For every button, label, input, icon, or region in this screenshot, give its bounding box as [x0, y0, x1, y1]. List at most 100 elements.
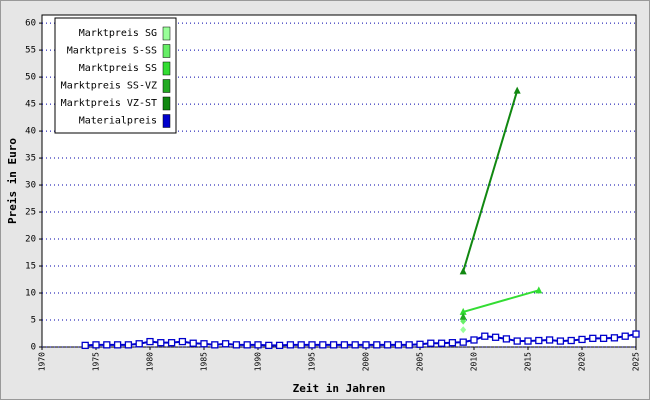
y-tick-label: 60 [25, 19, 36, 29]
data-point [556, 337, 565, 345]
data-point [502, 335, 511, 343]
data-point [578, 335, 586, 344]
data-point [481, 332, 489, 340]
y-axis-title: Preis in Euro [6, 138, 19, 224]
y-tick-label: 35 [25, 154, 36, 164]
data-point [535, 336, 543, 345]
data-point [351, 341, 359, 349]
data-point [394, 341, 403, 349]
data-point [265, 341, 273, 350]
x-tick-label: 2015 [524, 352, 533, 371]
data-point [470, 336, 478, 344]
x-tick-label: 1985 [200, 352, 209, 371]
data-point [254, 341, 262, 349]
x-tick-label: 1980 [146, 352, 155, 371]
data-point [243, 341, 251, 349]
x-tick-label: 1995 [308, 352, 317, 371]
data-point [405, 341, 413, 349]
data-point [459, 338, 467, 346]
x-tick-label: 2005 [416, 352, 425, 371]
data-point [92, 341, 100, 349]
y-tick-label: 55 [25, 46, 36, 56]
legend-swatch [162, 26, 171, 41]
legend-box [54, 17, 177, 134]
legend-label: Marktpreis VZ-ST [61, 98, 157, 109]
data-point [567, 336, 575, 345]
y-tick-label: 5 [31, 316, 36, 326]
y-tick-label: 0 [31, 343, 36, 353]
data-point [189, 339, 197, 347]
data-point [286, 341, 295, 349]
data-point [211, 341, 219, 349]
data-point [599, 334, 608, 343]
data-point [221, 340, 230, 348]
data-point [459, 312, 467, 320]
data-point [124, 341, 133, 349]
data-point [513, 337, 521, 345]
data-point [135, 340, 143, 348]
data-point [524, 337, 532, 345]
y-tick-label: 25 [25, 208, 36, 218]
data-point [157, 339, 165, 347]
data-point [362, 341, 370, 349]
data-point [589, 334, 597, 343]
legend-swatch [162, 96, 171, 111]
x-tick-label: 1975 [92, 352, 101, 371]
data-point [167, 339, 176, 347]
data-point [513, 86, 521, 94]
data-point [373, 341, 381, 349]
legend-label: Marktpreis SS-VZ [61, 81, 157, 92]
legend-swatch [162, 44, 171, 58]
y-tick-label: 45 [25, 100, 36, 110]
x-tick-label: 2010 [470, 352, 479, 371]
data-point [146, 337, 154, 346]
legend-label: Materialpreis [79, 116, 157, 127]
data-point [448, 339, 457, 347]
data-point [340, 341, 349, 349]
data-point [535, 286, 543, 294]
y-tick-label: 50 [25, 73, 36, 83]
data-point [103, 341, 111, 349]
legend-swatch [162, 114, 171, 128]
x-tick-label: 2020 [578, 352, 587, 371]
x-axis-title: Zeit in Jahren [293, 382, 386, 395]
data-point [416, 340, 424, 348]
data-point [610, 334, 619, 342]
x-tick-label: 2000 [362, 352, 371, 371]
data-point [383, 341, 392, 349]
y-tick-label: 15 [25, 262, 36, 272]
data-point [632, 330, 640, 338]
y-tick-label: 20 [25, 235, 36, 245]
series-line [462, 289, 540, 313]
y-tick-label: 30 [25, 181, 36, 191]
data-point [297, 341, 305, 349]
data-point [81, 341, 89, 350]
x-tick-label: 1990 [254, 352, 263, 371]
data-point [200, 340, 208, 348]
legend-label: Marktpreis SS [79, 63, 157, 74]
data-point [178, 337, 187, 346]
y-tick-label: 10 [25, 289, 36, 299]
data-point [621, 332, 629, 340]
data-point [459, 307, 467, 315]
legend-swatch [162, 79, 171, 93]
data-point [308, 341, 316, 349]
x-tick-label: 2025 [632, 352, 641, 371]
data-point [460, 326, 467, 334]
data-point [319, 341, 327, 349]
data-point [491, 333, 500, 341]
x-tick-label: 1970 [38, 352, 47, 371]
data-point [329, 341, 338, 349]
data-point [545, 336, 554, 344]
y-tick-label: 40 [25, 127, 36, 137]
legend-label: Marktpreis SG [79, 28, 157, 39]
data-point [437, 339, 446, 347]
legend-label: Marktpreis S-SS [67, 46, 157, 57]
data-point [275, 341, 284, 350]
series-line [462, 90, 519, 272]
legend-swatch [162, 61, 171, 76]
data-point [459, 267, 467, 275]
series-line [85, 333, 637, 347]
data-point [232, 341, 241, 349]
